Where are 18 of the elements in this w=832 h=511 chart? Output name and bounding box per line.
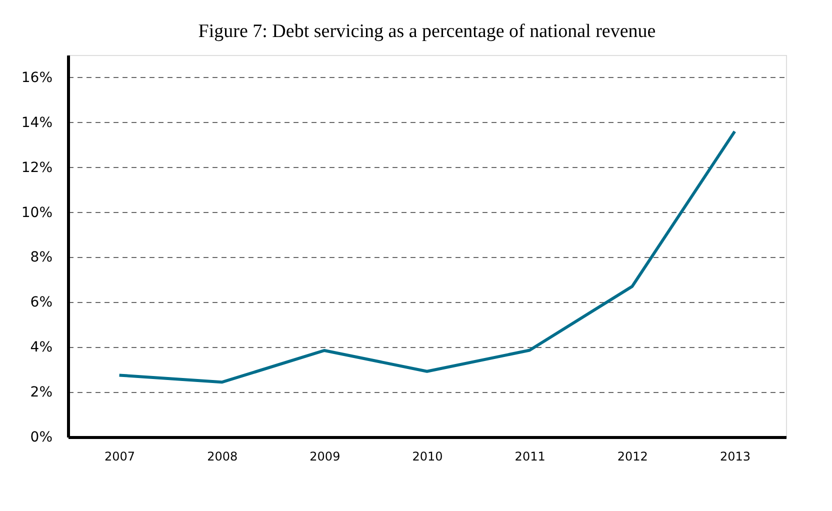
- y-tick-label: 2%: [30, 384, 52, 401]
- y-tick-label: 12%: [21, 160, 52, 176]
- y-tick-label: 10%: [21, 204, 52, 221]
- y-tick-label: 16%: [21, 70, 52, 86]
- x-tick-label: 2013: [720, 450, 750, 464]
- y-tick-label: 6%: [30, 294, 52, 311]
- y-tick-label: 0%: [30, 430, 52, 446]
- x-tick-label: 2008: [207, 450, 238, 464]
- x-tick-label: 2011: [514, 450, 546, 464]
- x-tick-label: 2012: [617, 450, 648, 464]
- x-tick-label: 2010: [412, 450, 443, 464]
- y-tick-label: 4%: [30, 340, 52, 356]
- chart-title: Figure 7: Debt servicing as a percentage of national revenue: [198, 21, 656, 42]
- line-series: [118, 130, 736, 384]
- x-tick-label: 2007: [104, 450, 136, 464]
- x-tick-label: 2009: [310, 450, 340, 464]
- y-tick-label: 8%: [30, 250, 52, 266]
- y-tick-label: 14%: [21, 114, 52, 131]
